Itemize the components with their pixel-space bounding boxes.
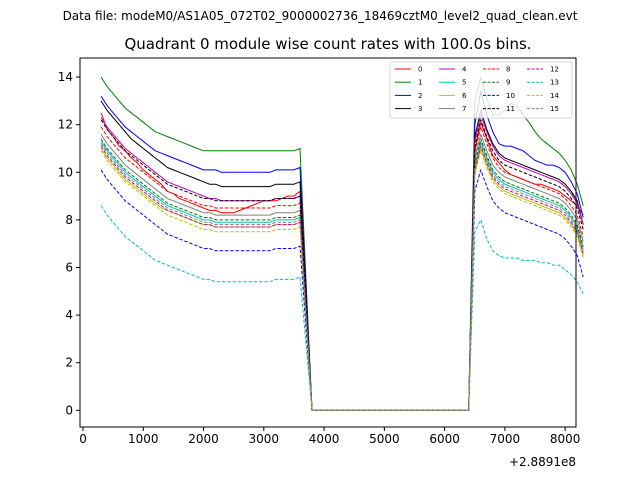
- y-tick-label: 2: [65, 356, 73, 370]
- series-line-10: [100, 169, 584, 411]
- legend-box: [389, 61, 573, 119]
- axes-frame: [79, 57, 577, 428]
- legend-label-4: 4: [462, 66, 467, 74]
- x-tick-label: 1000: [128, 432, 159, 446]
- legend-label-10: 10: [506, 92, 515, 100]
- x-tick-label: 8000: [550, 432, 581, 446]
- y-tick-label: 4: [65, 308, 73, 322]
- legend-label-9: 9: [506, 79, 510, 87]
- x-tick-label: 7000: [490, 432, 521, 446]
- y-tick-label: 12: [58, 118, 73, 132]
- legend-label-0: 0: [418, 66, 422, 74]
- x-tick-label: 2000: [188, 432, 219, 446]
- y-tick-label: 8: [65, 213, 73, 227]
- y-tick-label: 14: [58, 70, 73, 84]
- legend-label-6: 6: [462, 92, 467, 100]
- y-tick-label: 6: [65, 260, 73, 274]
- legend-label-5: 5: [462, 79, 466, 87]
- chart-title: Quadrant 0 module wise count rates with …: [124, 35, 531, 53]
- x-axis-offset-label: +2.8891e8: [509, 455, 576, 469]
- legend-label-1: 1: [418, 79, 422, 87]
- legend-label-7: 7: [462, 105, 466, 113]
- y-tick-label: 0: [65, 403, 73, 417]
- legend-label-12: 12: [550, 66, 559, 74]
- x-tick-label: 5000: [369, 432, 400, 446]
- legend-label-2: 2: [418, 92, 422, 100]
- x-tick-label: 3000: [249, 432, 280, 446]
- legend-label-3: 3: [418, 105, 422, 113]
- series-line-8: [100, 126, 584, 411]
- legend-label-11: 11: [506, 105, 515, 113]
- x-tick-label: 6000: [429, 432, 460, 446]
- legend-label-15: 15: [550, 105, 559, 113]
- plot-area: 0 1000 2000 3000 4000 5000 6000 7000 80000246810…: [58, 57, 584, 446]
- series-line-15: [100, 143, 584, 411]
- y-tick-label: 10: [58, 165, 73, 179]
- legend-label-8: 8: [506, 66, 510, 74]
- x-tick-label: 0: [79, 432, 87, 446]
- data-file-suptitle: Data file: modeM0/AS1A05_072T02_90000027…: [63, 9, 578, 23]
- legend-label-13: 13: [550, 79, 559, 87]
- x-tick-label: 4000: [309, 432, 340, 446]
- legend-label-14: 14: [550, 92, 559, 100]
